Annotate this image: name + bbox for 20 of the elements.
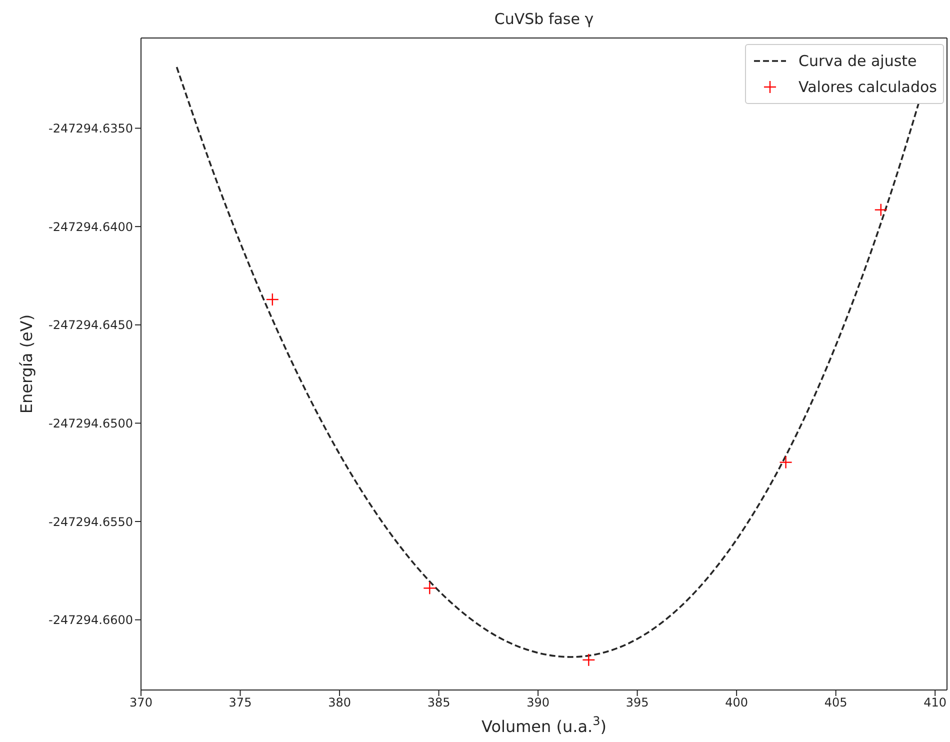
y-tick-label: -247294.6400	[48, 220, 133, 234]
x-tick-label: 385	[427, 696, 450, 710]
x-tick-label: 400	[725, 696, 748, 710]
x-tick-label: 375	[228, 696, 252, 710]
x-tick-label: 395	[626, 696, 649, 710]
legend-label: Valores calculados	[798, 78, 937, 96]
chart-title: CuVSb fase γ	[493, 10, 595, 28]
x-tick-label: 405	[824, 696, 848, 710]
y-tick-label: -247294.6600	[48, 613, 133, 628]
x-axis-title: Volumen (u.a.$^{3}$)	[482, 714, 606, 736]
x-tick-label: 380	[328, 696, 351, 710]
x-tick-label: 410	[924, 696, 947, 710]
y-tick-label: -247294.6350	[48, 122, 133, 136]
y-tick-label: -247294.6450	[48, 318, 133, 332]
x-tick-label: 370	[130, 696, 152, 710]
legend-label: Curva de ajuste	[798, 52, 917, 70]
y-tick-label: -247294.6500	[48, 416, 133, 430]
y-axis-title: Energía (eV)	[17, 314, 36, 414]
x-tick-label: 390	[526, 696, 550, 710]
y-tick-label: -247294.6550	[48, 514, 133, 529]
